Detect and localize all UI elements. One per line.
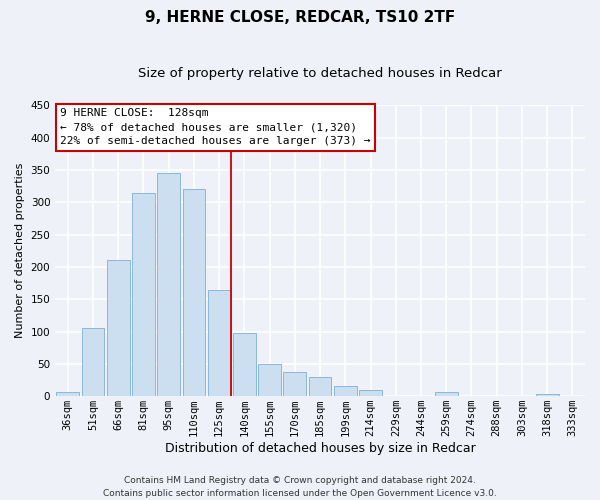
Bar bbox=[82, 328, 104, 396]
Bar bbox=[208, 290, 230, 396]
Bar bbox=[536, 394, 559, 396]
Bar bbox=[182, 190, 205, 396]
Bar bbox=[157, 173, 180, 396]
Bar bbox=[309, 377, 331, 396]
Bar bbox=[107, 260, 130, 396]
Text: 9, HERNE CLOSE, REDCAR, TS10 2TF: 9, HERNE CLOSE, REDCAR, TS10 2TF bbox=[145, 10, 455, 25]
Bar bbox=[334, 386, 356, 396]
Text: Contains HM Land Registry data © Crown copyright and database right 2024.
Contai: Contains HM Land Registry data © Crown c… bbox=[103, 476, 497, 498]
Y-axis label: Number of detached properties: Number of detached properties bbox=[15, 163, 25, 338]
Bar bbox=[56, 392, 79, 396]
Bar bbox=[258, 364, 281, 396]
Bar bbox=[359, 390, 382, 396]
Bar bbox=[132, 192, 155, 396]
Bar bbox=[233, 334, 256, 396]
Text: 9 HERNE CLOSE:  128sqm
← 78% of detached houses are smaller (1,320)
22% of semi-: 9 HERNE CLOSE: 128sqm ← 78% of detached … bbox=[61, 108, 371, 146]
Bar bbox=[435, 392, 458, 396]
X-axis label: Distribution of detached houses by size in Redcar: Distribution of detached houses by size … bbox=[165, 442, 475, 455]
Bar bbox=[283, 372, 306, 396]
Title: Size of property relative to detached houses in Redcar: Size of property relative to detached ho… bbox=[138, 68, 502, 80]
